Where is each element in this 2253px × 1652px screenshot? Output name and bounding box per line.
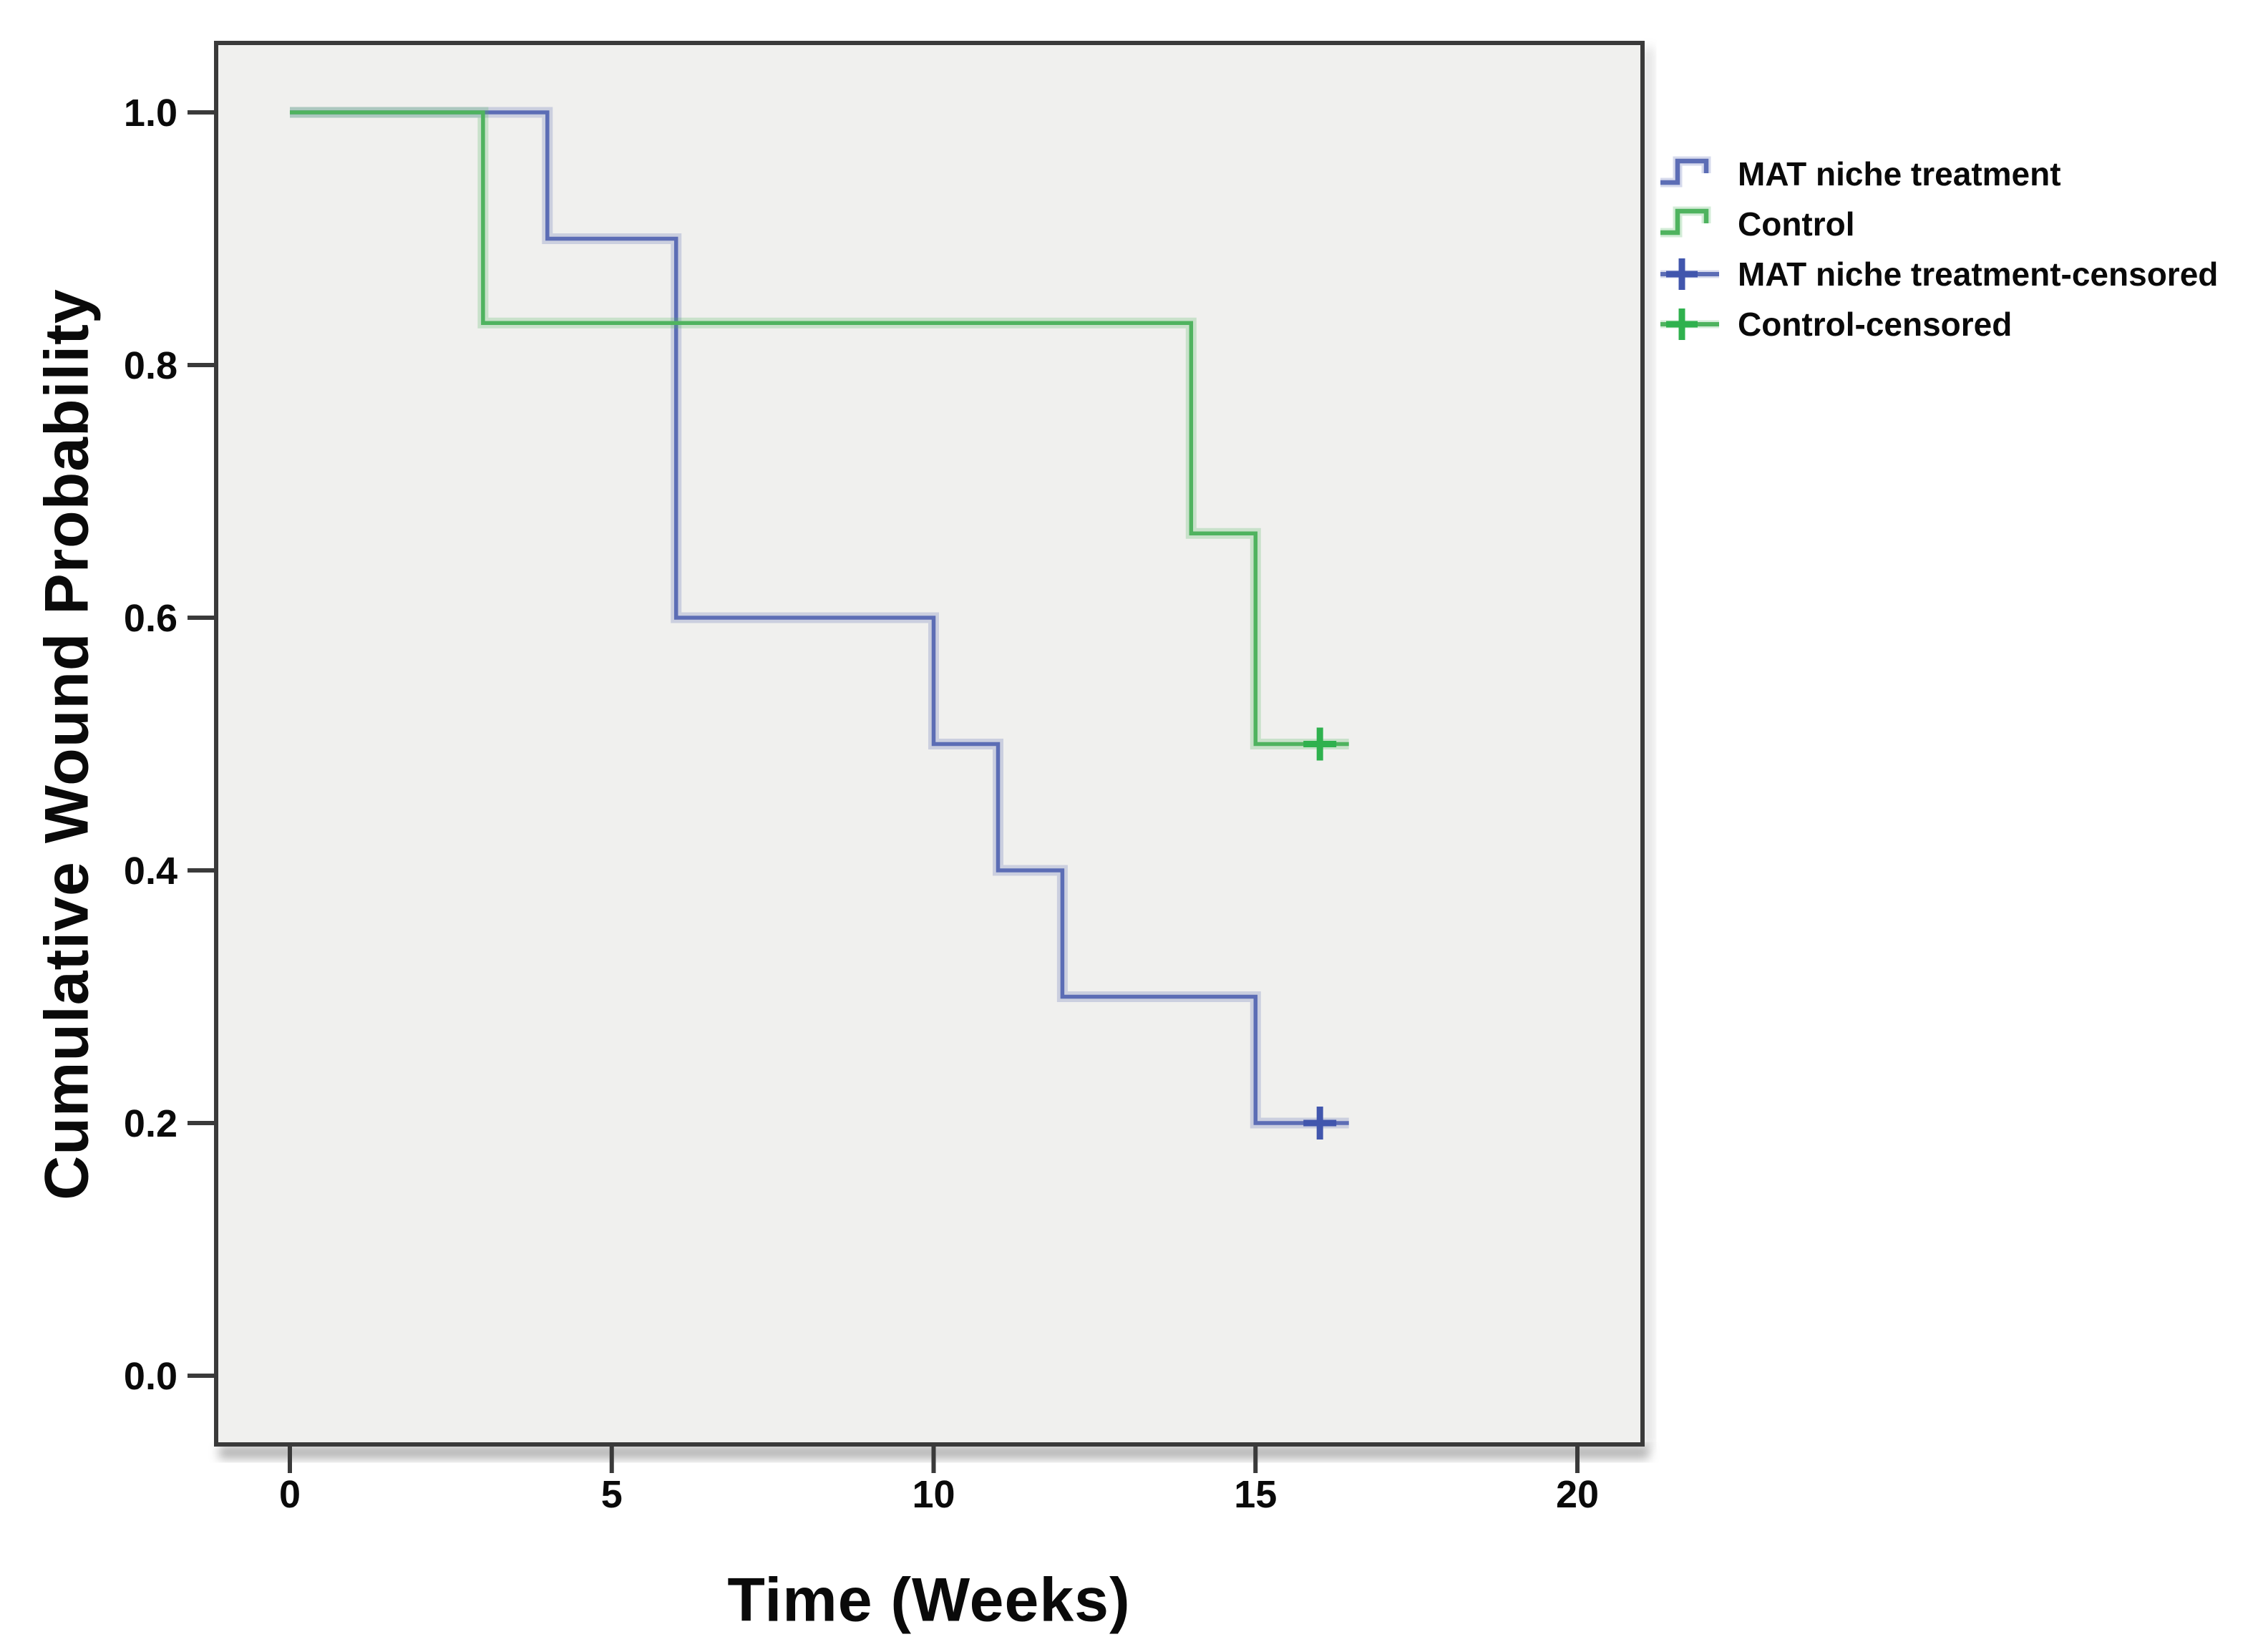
legend-item-control: Control	[1659, 199, 2218, 249]
km-curve-control	[290, 110, 1349, 747]
step-glyph-halo	[1660, 156, 1711, 188]
legend-censored-plus-icon	[1660, 308, 1719, 340]
y-tick-label-0.4: 0.4	[124, 850, 177, 893]
y-tick-label-0.8: 0.8	[124, 344, 177, 387]
step-glyph	[1660, 208, 1709, 235]
y-tick-label-1.0: 1.0	[124, 92, 177, 135]
legend-censored-plus-icon	[1660, 258, 1719, 290]
legend-label-control-censored: Control-censored	[1738, 306, 2013, 343]
x-axis-title: Time (Weeks)	[727, 1565, 1131, 1635]
x-tick-label-15: 15	[1234, 1473, 1277, 1516]
censor-mark-mat-niche-treatment	[1303, 1107, 1337, 1140]
chart-legend: MAT niche treatment Control MAT niche trea…	[1659, 149, 2218, 349]
y-axis-title-text: Cumulative Wound Probability	[32, 288, 102, 1200]
legend-label-control: Control	[1738, 205, 1855, 243]
legend-item-mat-niche-treatment: MAT niche treatment	[1659, 149, 2218, 199]
legend-label-mat-niche-treatment-censored: MAT niche treatment-censored	[1738, 256, 2219, 293]
legend-label-mat-niche-treatment: MAT niche treatment	[1738, 155, 2061, 193]
x-tick-label-0: 0	[279, 1473, 301, 1516]
y-tick-label-0.6: 0.6	[124, 597, 177, 640]
km-curve-mat-niche-treatment	[290, 110, 1349, 1125]
legend-step-line-icon	[1660, 206, 1711, 238]
plot-area	[214, 41, 1645, 1447]
y-tick-label-0.2: 0.2	[124, 1102, 177, 1145]
x-tick-label-5: 5	[601, 1473, 623, 1516]
x-tick-label-20: 20	[1556, 1473, 1599, 1516]
step-glyph	[1660, 158, 1709, 185]
legend-step-line-icon	[1660, 156, 1711, 188]
plot-frame-shadow-right	[1643, 47, 1653, 1447]
step-glyph-halo	[1660, 206, 1711, 238]
x-tick-label-10: 10	[912, 1473, 955, 1516]
y-tick-label-0.0: 0.0	[124, 1355, 177, 1398]
censor-mark-control	[1303, 727, 1337, 761]
legend-item-control-censored: Control-censored	[1659, 299, 2218, 349]
legend-item-mat-niche-treatment-censored: MAT niche treatment-censored	[1659, 249, 2218, 299]
